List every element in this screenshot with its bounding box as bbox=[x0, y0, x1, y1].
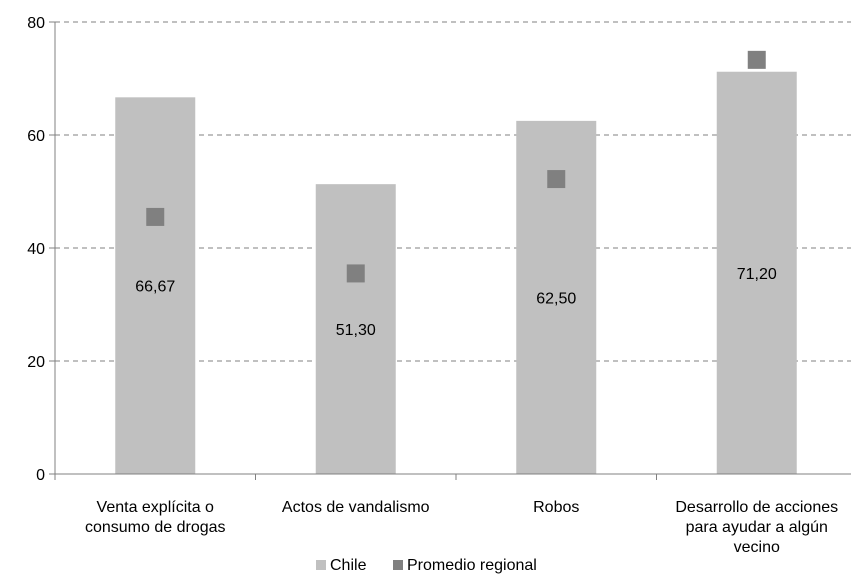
y-tick-label: 60 bbox=[27, 128, 45, 145]
legend-swatch-chile bbox=[316, 560, 326, 570]
x-category-label-line: consumo de drogas bbox=[85, 519, 226, 536]
bar-chile bbox=[716, 71, 797, 474]
bars bbox=[115, 71, 797, 474]
data-label: 71,20 bbox=[737, 266, 777, 283]
data-labels: 66,67 51,30 62,50 71,20 bbox=[135, 266, 777, 339]
marker-promedio-regional bbox=[547, 170, 566, 189]
y-tick-label: 20 bbox=[27, 354, 45, 371]
y-tick-label: 40 bbox=[27, 241, 45, 258]
marker-promedio-regional bbox=[146, 207, 165, 226]
legend-swatch-promedio-regional bbox=[393, 560, 403, 570]
marker-promedio-regional bbox=[747, 50, 766, 69]
axes: 0 20 40 60 80 Venta explícita o consumo de dro… bbox=[27, 15, 851, 556]
legend: Chile Promedio regional bbox=[316, 557, 537, 574]
x-category-label: Actos de vandalismo bbox=[282, 499, 430, 516]
x-category-label: Robos bbox=[533, 499, 579, 516]
x-category-label-line: Robos bbox=[533, 499, 579, 516]
x-category-label-line: Actos de vandalismo bbox=[282, 499, 430, 516]
marker-promedio-regional bbox=[346, 264, 365, 283]
y-tick-label: 0 bbox=[36, 467, 45, 484]
data-label: 62,50 bbox=[536, 290, 576, 307]
data-label: 66,67 bbox=[135, 279, 175, 296]
legend-label-promedio-regional: Promedio regional bbox=[407, 557, 537, 574]
data-label: 51,30 bbox=[336, 322, 376, 339]
x-category-label-line: para ayudar a algún bbox=[686, 519, 828, 536]
y-tick-label: 80 bbox=[27, 15, 45, 32]
bar-chile bbox=[315, 184, 396, 474]
x-category-label: Venta explícita o consumo de drogas bbox=[85, 499, 226, 536]
x-category-label-line: Venta explícita o bbox=[97, 499, 215, 516]
x-category-label: Desarrollo de acciones para ayudar a algú… bbox=[675, 499, 838, 556]
x-category-label-line: vecino bbox=[734, 539, 780, 556]
x-category-label-line: Desarrollo de acciones bbox=[675, 499, 838, 516]
legend-label-chile: Chile bbox=[330, 557, 367, 574]
bar-chile bbox=[115, 97, 196, 474]
markers bbox=[146, 50, 766, 283]
